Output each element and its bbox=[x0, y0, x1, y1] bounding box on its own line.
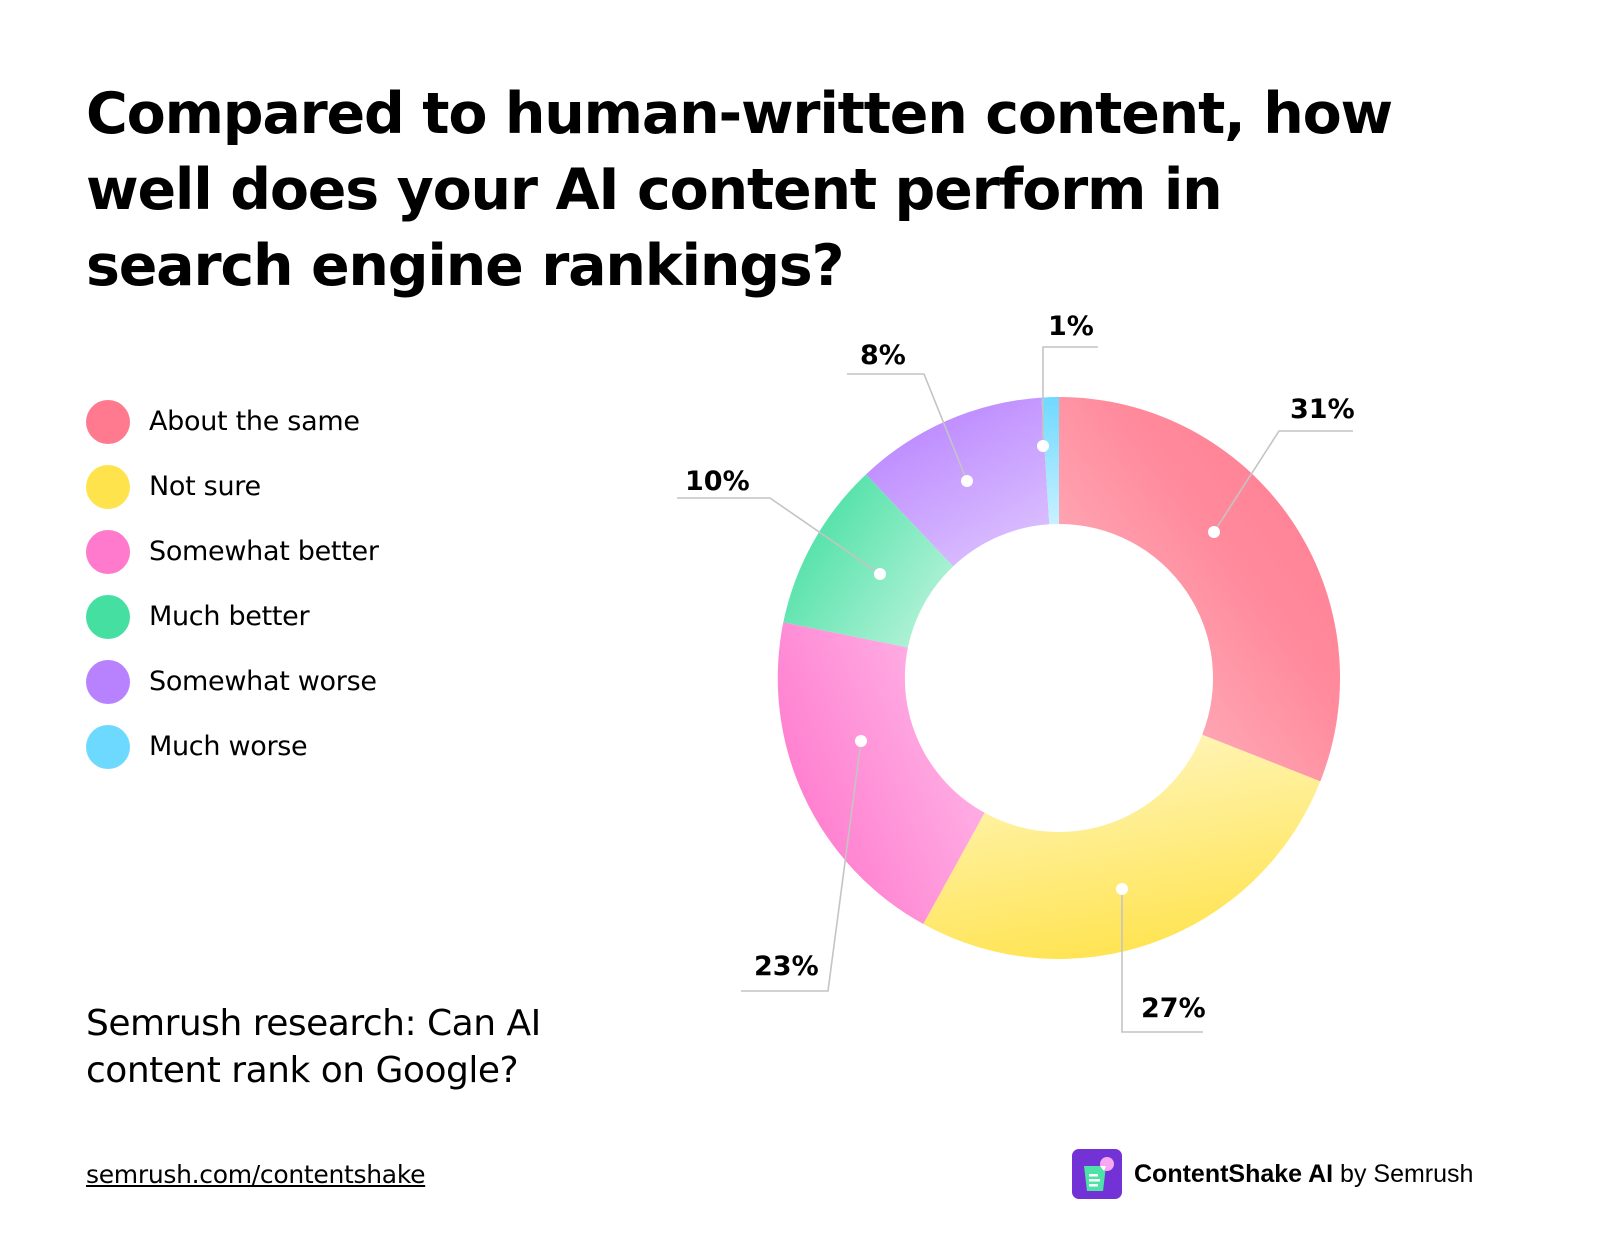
legend-label: Somewhat better bbox=[149, 536, 379, 567]
leader-lines bbox=[677, 346, 1353, 1033]
slice-somewhat-better bbox=[777, 622, 985, 924]
swatch-somewhat-worse bbox=[86, 659, 130, 704]
legend: About the same Not sure Somewhat better … bbox=[86, 399, 379, 790]
slice-about-the-same bbox=[1059, 397, 1341, 782]
legend-label: Much better bbox=[149, 601, 310, 632]
label-somewhat-worse: 8% bbox=[860, 340, 906, 371]
brand-suffix: by Semrush bbox=[1333, 1159, 1474, 1188]
legend-label: Much worse bbox=[149, 731, 308, 762]
slice-much-better bbox=[783, 474, 954, 648]
label-somewhat-better: 23% bbox=[754, 951, 819, 982]
leader-dots bbox=[855, 440, 1220, 895]
swatch-about-the-same bbox=[86, 399, 130, 444]
legend-item-about-the-same: About the same bbox=[86, 399, 379, 444]
swatch-not-sure bbox=[86, 464, 130, 509]
label-much-worse: 1% bbox=[1048, 311, 1094, 342]
chart-title: Compared to human-written content, how w… bbox=[86, 81, 1393, 299]
contentshake-link[interactable]: semrush.com/contentshake bbox=[86, 1160, 426, 1189]
swatch-much-worse bbox=[86, 724, 130, 769]
slice-not-sure bbox=[923, 734, 1321, 959]
subtitle: Semrush research: Can AI content rank on… bbox=[86, 1003, 541, 1091]
legend-label: Not sure bbox=[149, 471, 261, 502]
legend-item-not-sure: Not sure bbox=[86, 464, 379, 509]
label-not-sure: 27% bbox=[1141, 993, 1206, 1024]
legend-item-somewhat-worse: Somewhat worse bbox=[86, 659, 379, 704]
brand-name: ContentShake AI bbox=[1134, 1159, 1334, 1188]
label-about-the-same: 31% bbox=[1290, 394, 1355, 425]
swatch-somewhat-better bbox=[86, 529, 130, 574]
legend-item-much-worse: Much worse bbox=[86, 724, 379, 769]
contentshake-logo-icon bbox=[1072, 1149, 1122, 1199]
legend-label: Somewhat worse bbox=[149, 666, 377, 697]
slice-somewhat-worse bbox=[866, 397, 1050, 567]
swatch-much-better bbox=[86, 594, 130, 639]
brand: ContentShake AI by Semrush bbox=[1072, 1149, 1473, 1199]
legend-item-somewhat-better: Somewhat better bbox=[86, 529, 379, 574]
slice-much-worse bbox=[1041, 397, 1059, 525]
legend-item-much-better: Much better bbox=[86, 594, 379, 639]
legend-label: About the same bbox=[149, 406, 360, 437]
label-much-better: 10% bbox=[685, 466, 750, 497]
